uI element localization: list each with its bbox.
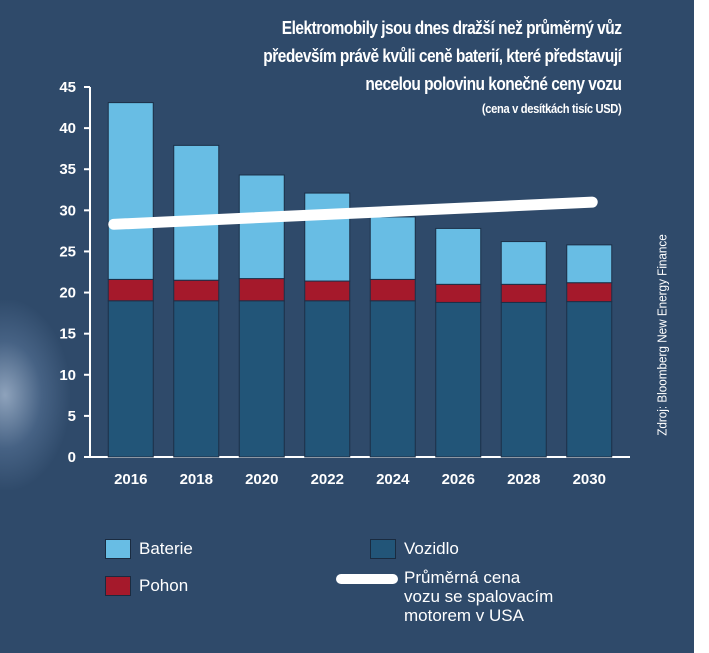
chart-title: Elektromobily jsou dnes dražší než průmě… (262, 14, 622, 120)
y-tick-label: 15 (59, 326, 76, 343)
average-price-line (108, 196, 598, 230)
bar-pohon-2020 (238, 278, 285, 302)
legend-swatch-vozidlo (370, 539, 396, 559)
legend-item-pohon: Pohon (105, 576, 188, 596)
legend-swatch-baterie (105, 539, 131, 559)
source-note: Zdroj: Bloomberg New Energy Finance (654, 234, 670, 436)
bar-baterie-2022 (304, 192, 351, 282)
bar-pohon-2022 (304, 280, 351, 302)
legend-label-pohon: Pohon (139, 576, 189, 595)
bar-vozidlo-2028 (500, 301, 547, 458)
y-tick-label: 10 (59, 367, 76, 384)
y-tick-label: 35 (59, 161, 76, 178)
bar-baterie-2018 (173, 144, 220, 281)
y-tick-label: 30 (59, 202, 76, 219)
bar-vozidlo-2026 (435, 301, 482, 458)
bar-pohon-2026 (435, 283, 482, 303)
bar-baterie-2024 (369, 216, 416, 280)
bar-pohon-2028 (500, 283, 547, 303)
stacked-bar-chart: 0 5 10 15 20 25 30 35 40 45 2016 2018 2020 2022 2024 20… (59, 79, 630, 488)
bar-baterie-2020 (238, 174, 285, 280)
y-tick-label: 45 (59, 79, 76, 96)
y-tick-label: 0 (68, 449, 76, 466)
bar-vozidlo-2024 (369, 300, 416, 458)
y-tick-label: 20 (59, 285, 76, 302)
y-tick-label: 40 (59, 120, 76, 137)
legend-swatch-pohon (105, 576, 131, 596)
bar-pohon-2018 (173, 279, 220, 302)
legend-line-swatch (336, 574, 398, 584)
title-line-2: především právě kvůli ceně baterií, kter… (262, 46, 622, 66)
bar-baterie-2026 (435, 227, 482, 285)
title-line-3: necelou polovinu konečné ceny vozu (365, 74, 622, 94)
bar-baterie-2030 (566, 244, 613, 284)
legend-label-line: Průměrná cena vozu se spalovacím motorem… (404, 568, 554, 625)
chart-subtitle: (cena v desítkách tisíc USD) (481, 101, 622, 116)
bar-vozidlo-2030 (566, 301, 613, 458)
bar-baterie-2016 (107, 102, 154, 280)
y-tick-label: 5 (68, 408, 76, 425)
bar-vozidlo-2018 (173, 300, 220, 458)
legend-label-vozidlo: Vozidlo (404, 539, 459, 558)
x-tick-label: 2024 (376, 471, 410, 488)
x-tick-label: 2018 (180, 471, 213, 488)
legend-item-vozidlo: Vozidlo (370, 539, 459, 559)
bar-pohon-2016 (107, 278, 154, 302)
x-tick-label: 2030 (573, 471, 606, 488)
legend-item-baterie: Baterie (105, 539, 193, 559)
legend-label-baterie: Baterie (139, 539, 193, 558)
y-tick-label: 25 (59, 243, 76, 260)
bar-baterie-2028 (500, 241, 547, 285)
legend-item-line: Průměrná cena vozu se spalovacím motorem… (336, 568, 553, 625)
bar-vozidlo-2022 (304, 300, 351, 458)
bar-pohon-2024 (369, 278, 416, 302)
bar-pohon-2030 (566, 282, 613, 303)
x-tick-label: 2020 (245, 471, 278, 488)
bar-vozidlo-2020 (238, 300, 285, 458)
x-tick-label: 2028 (507, 471, 540, 488)
x-tick-label: 2022 (311, 471, 344, 488)
title-line-1: Elektromobily jsou dnes dražší než průmě… (281, 18, 621, 38)
x-tick-label: 2016 (114, 471, 147, 488)
x-tick-label: 2026 (442, 471, 475, 488)
bar-vozidlo-2016 (107, 300, 154, 458)
